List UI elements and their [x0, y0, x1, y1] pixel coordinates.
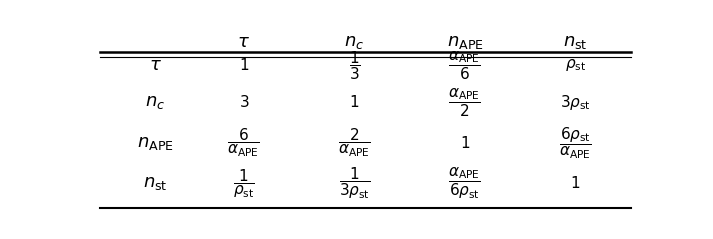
Text: $\dfrac{6}{\alpha_{\mathrm{APE}}}$: $\dfrac{6}{\alpha_{\mathrm{APE}}}$: [227, 126, 260, 159]
Text: $3$: $3$: [239, 94, 249, 110]
Text: $\dfrac{\alpha_{\mathrm{APE}}}{6}$: $\dfrac{\alpha_{\mathrm{APE}}}{6}$: [448, 49, 481, 82]
Text: $1$: $1$: [460, 135, 470, 151]
Text: $1$: $1$: [239, 58, 249, 73]
Text: $n_c$: $n_c$: [145, 93, 165, 111]
Text: $1$: $1$: [349, 94, 359, 110]
Text: $\dfrac{1}{3\rho_{\mathrm{st}}}$: $\dfrac{1}{3\rho_{\mathrm{st}}}$: [339, 165, 370, 201]
Text: $\dfrac{1}{3}$: $\dfrac{1}{3}$: [349, 49, 360, 82]
Text: $n_{\mathrm{APE}}$: $n_{\mathrm{APE}}$: [137, 134, 174, 152]
Text: $\tau$: $\tau$: [237, 33, 250, 51]
Text: $\dfrac{2}{\alpha_{\mathrm{APE}}}$: $\dfrac{2}{\alpha_{\mathrm{APE}}}$: [338, 126, 371, 159]
Text: $\rho_{\mathrm{st}}$: $\rho_{\mathrm{st}}$: [565, 58, 586, 73]
Text: $n_c$: $n_c$: [344, 33, 364, 51]
Text: $n_{\mathrm{APE}}$: $n_{\mathrm{APE}}$: [446, 33, 483, 51]
Text: $n_{\mathrm{st}}$: $n_{\mathrm{st}}$: [143, 174, 168, 192]
Text: $3\rho_{\mathrm{st}}$: $3\rho_{\mathrm{st}}$: [560, 93, 591, 112]
Text: $n_{\mathrm{st}}$: $n_{\mathrm{st}}$: [563, 33, 588, 51]
Text: $1$: $1$: [570, 175, 580, 191]
Text: $\dfrac{\alpha_{\mathrm{APE}}}{2}$: $\dfrac{\alpha_{\mathrm{APE}}}{2}$: [448, 86, 481, 119]
Text: $\tau$: $\tau$: [149, 56, 162, 75]
Text: $\dfrac{6\rho_{\mathrm{st}}}{\alpha_{\mathrm{APE}}}$: $\dfrac{6\rho_{\mathrm{st}}}{\alpha_{\ma…: [559, 125, 592, 161]
Text: $\dfrac{1}{\rho_{\mathrm{st}}}$: $\dfrac{1}{\rho_{\mathrm{st}}}$: [233, 167, 255, 200]
Text: $\dfrac{\alpha_{\mathrm{APE}}}{6\rho_{\mathrm{st}}}$: $\dfrac{\alpha_{\mathrm{APE}}}{6\rho_{\m…: [448, 166, 481, 201]
